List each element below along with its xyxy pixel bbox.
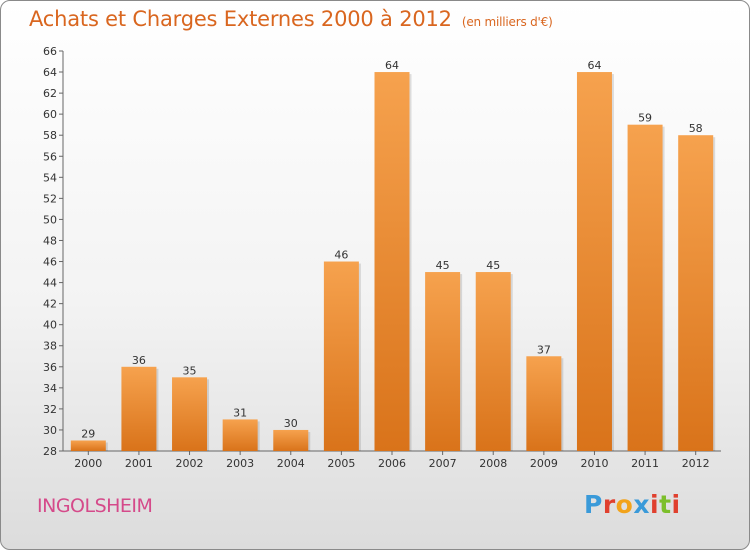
x-tick-label: 2009 <box>530 457 558 470</box>
chart-title-text: Achats et Charges Externes 2000 à 2012 <box>29 7 452 31</box>
bar-value-label: 31 <box>233 406 247 419</box>
y-tick-label: 52 <box>43 192 57 205</box>
bar <box>222 419 258 451</box>
y-tick-label: 36 <box>43 361 57 374</box>
chart-title: Achats et Charges Externes 2000 à 2012 (e… <box>29 7 553 31</box>
bar-value-label: 45 <box>486 259 500 272</box>
bar <box>627 124 663 452</box>
logo-letter: i <box>671 490 681 519</box>
bar <box>678 135 714 452</box>
y-tick-label: 38 <box>43 340 57 353</box>
bar-value-label: 29 <box>81 427 95 440</box>
x-tick-label: 2002 <box>176 457 204 470</box>
bar-value-label: 37 <box>537 343 551 356</box>
bar-value-label: 64 <box>587 59 601 72</box>
y-tick-label: 40 <box>43 319 57 332</box>
y-tick-label: 62 <box>43 87 57 100</box>
bar-value-label: 36 <box>132 354 146 367</box>
x-tick-label: 2006 <box>378 457 406 470</box>
bar <box>526 356 562 451</box>
y-tick-label: 30 <box>43 424 57 437</box>
bar <box>425 272 461 451</box>
bar <box>273 429 309 451</box>
y-tick-label: 66 <box>43 45 57 58</box>
logo-letter: P <box>584 490 603 519</box>
y-tick-label: 32 <box>43 403 57 416</box>
y-tick-label: 34 <box>43 382 57 395</box>
bar-value-label: 59 <box>638 112 652 125</box>
x-tick-label: 2008 <box>479 457 507 470</box>
y-tick-label: 42 <box>43 298 57 311</box>
x-tick-label: 2005 <box>327 457 355 470</box>
y-tick-label: 46 <box>43 256 57 269</box>
proxiti-logo: Proxiti <box>584 490 681 519</box>
bar <box>576 72 612 451</box>
bar <box>323 261 359 451</box>
y-tick-label: 56 <box>43 150 57 163</box>
bar <box>172 377 208 451</box>
logo-letter: i <box>650 490 660 519</box>
bar <box>374 72 410 451</box>
y-tick-label: 58 <box>43 129 57 142</box>
bar <box>121 366 157 451</box>
x-tick-label: 2007 <box>429 457 457 470</box>
logo-letter: t <box>659 490 672 519</box>
x-tick-label: 2012 <box>682 457 710 470</box>
y-tick-label: 48 <box>43 234 57 247</box>
bar <box>70 440 106 451</box>
x-tick-label: 2003 <box>226 457 254 470</box>
bar-value-label: 35 <box>183 364 197 377</box>
bar-value-label: 46 <box>334 249 348 262</box>
chart-unit: (en milliers d'€) <box>461 15 553 29</box>
city-name: INGOLSHEIM <box>37 495 153 517</box>
x-tick-label: 2001 <box>125 457 153 470</box>
bar-value-label: 58 <box>689 122 703 135</box>
logo-letter: o <box>615 490 634 519</box>
logo-letter: x <box>633 490 650 519</box>
x-tick-label: 2000 <box>74 457 102 470</box>
x-tick-label: 2004 <box>277 457 305 470</box>
bar <box>475 272 511 451</box>
y-tick-label: 54 <box>43 171 57 184</box>
x-tick-label: 2011 <box>631 457 659 470</box>
y-tick-label: 28 <box>43 445 57 458</box>
bar-value-label: 45 <box>436 259 450 272</box>
y-tick-label: 60 <box>43 108 57 121</box>
y-tick-label: 50 <box>43 213 57 226</box>
bar-value-label: 30 <box>284 417 298 430</box>
x-tick-label: 2010 <box>580 457 608 470</box>
y-tick-label: 64 <box>43 66 57 79</box>
y-tick-label: 44 <box>43 277 57 290</box>
logo-letter: r <box>602 490 616 519</box>
bar-value-label: 64 <box>385 59 399 72</box>
